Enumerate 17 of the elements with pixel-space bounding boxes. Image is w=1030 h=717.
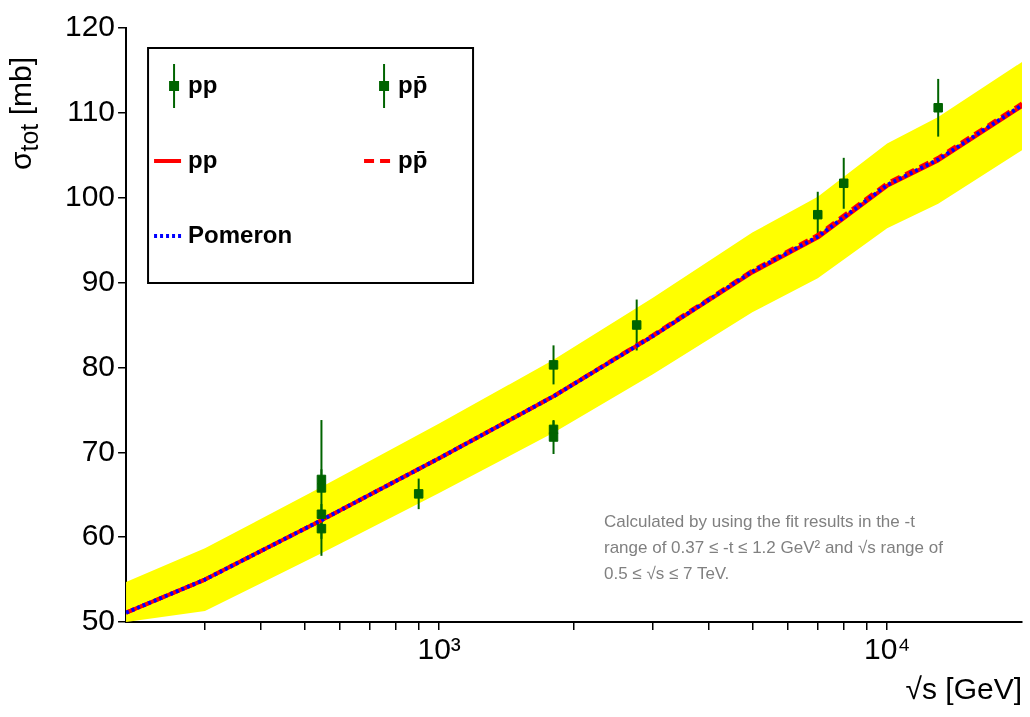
y-tick-label: 70	[81, 433, 116, 467]
y-tick-label: 60	[81, 518, 116, 552]
x-axis-title: √s [GeV]	[905, 672, 1022, 706]
y-tick-label: 80	[81, 348, 116, 382]
y-tick-label: 120	[64, 9, 116, 43]
legend-label: pp	[188, 145, 218, 173]
y-tick-label: 50	[81, 603, 116, 637]
legend-label: pp̄	[398, 145, 428, 173]
x-tick-label: 10³	[417, 632, 461, 666]
x-tick-label: 10⁴	[864, 632, 911, 666]
annotation: Calculated by using the fit results in the -t range of 0.37 ≤ -t ≤ 1.2 GeV² and √s range of 0.5 ≤ √s ≤ 7 TeV.	[604, 512, 944, 583]
y-tick-label: 110	[67, 94, 116, 128]
y-tick-label: 100	[64, 178, 116, 212]
legend-label: pp̄	[398, 70, 428, 98]
y-tick-label: 90	[81, 263, 116, 297]
legend-label: Pomeron	[188, 220, 293, 248]
legend-label: pp	[188, 70, 218, 98]
